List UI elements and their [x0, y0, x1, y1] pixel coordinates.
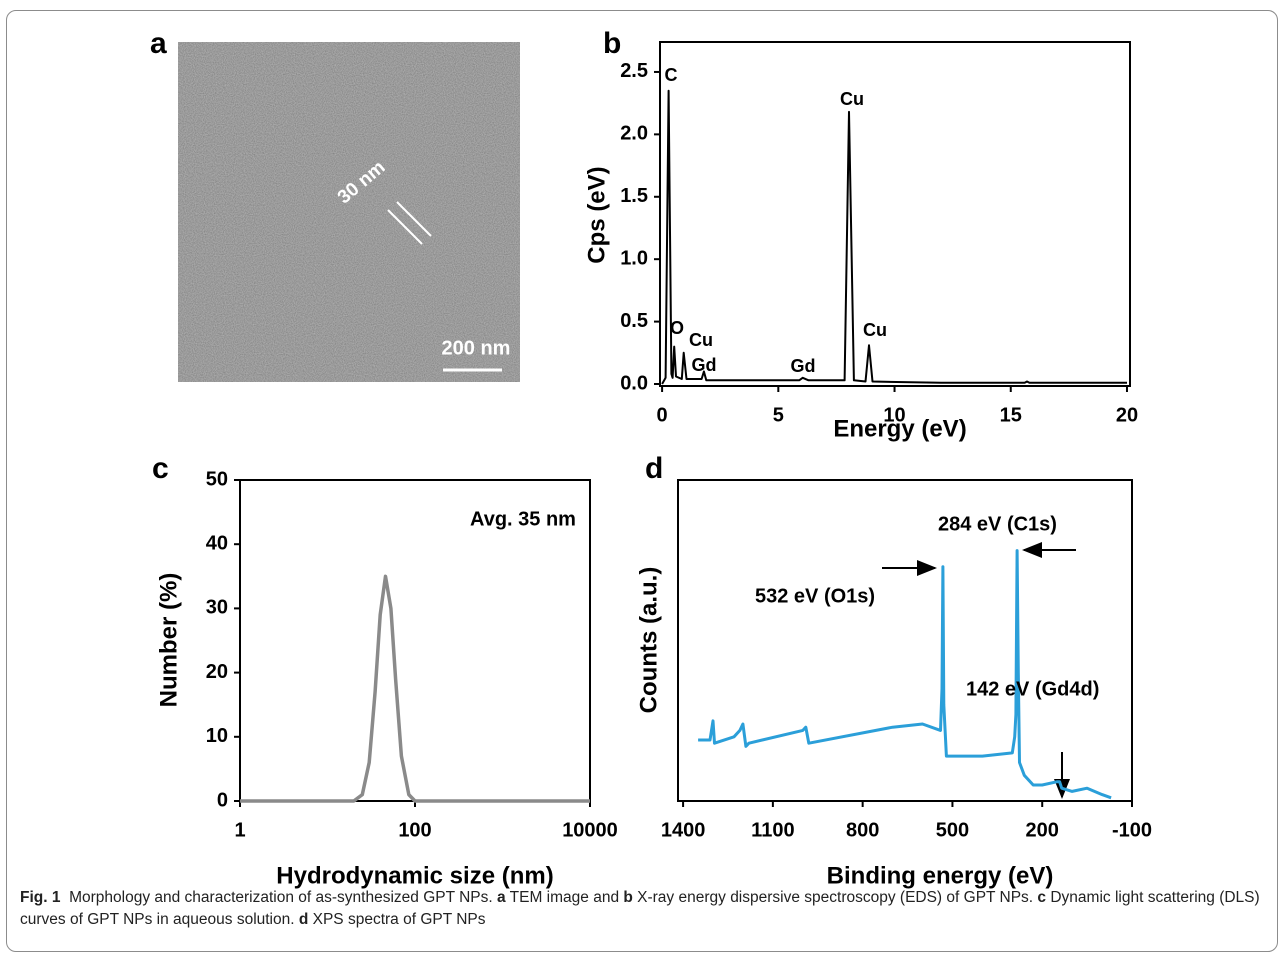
x-tick-label: 1	[234, 819, 245, 841]
y-axis-title: Counts (a.u.)	[635, 567, 662, 714]
annotation: Cu	[863, 320, 887, 340]
annotation: Avg. 35 nm	[470, 508, 576, 530]
annotation: O	[670, 318, 684, 338]
panel-letter: a	[150, 27, 167, 60]
y-tick-label: 0.0	[620, 372, 648, 394]
x-tick-label: 0	[657, 404, 668, 426]
panel-letter: c	[152, 452, 169, 485]
y-tick-label: 2.5	[620, 60, 648, 82]
annotation: 284 eV (C1s)	[938, 513, 1057, 535]
x-tick-label: 800	[846, 819, 879, 841]
x-tick-label: 100	[398, 819, 431, 841]
x-tick-label: 20	[1116, 404, 1138, 426]
y-tick-label: 2.0	[620, 123, 648, 145]
x-tick-label: 5	[773, 404, 784, 426]
plot-frame	[660, 42, 1130, 386]
x-axis-title: Hydrodynamic size (nm)	[276, 862, 553, 889]
caption-segment: X-ray energy dispersive spectroscopy (ED…	[633, 889, 1038, 906]
x-tick-label: 10000	[562, 819, 618, 841]
data-line	[662, 91, 1127, 384]
x-axis-title: Energy (eV)	[833, 415, 966, 442]
caption-segment: c	[1037, 889, 1046, 906]
annotation: 532 eV (O1s)	[755, 585, 875, 607]
annotation: 142 eV (Gd4d)	[966, 678, 1099, 700]
tem-image	[178, 42, 520, 382]
caption: Fig. 1 Morphology and characterization o…	[20, 887, 1270, 931]
x-tick-label: 500	[936, 819, 969, 841]
caption-segment: Fig. 1	[20, 889, 60, 906]
x-tick-label: 1100	[751, 819, 794, 841]
x-axis-title: Binding energy (eV)	[827, 862, 1054, 889]
y-tick-label: 50	[206, 468, 228, 490]
y-tick-label: 20	[206, 661, 228, 683]
annotation: Gd	[791, 356, 816, 376]
panel-letter: b	[603, 27, 621, 60]
y-axis-title: Cps (eV)	[583, 166, 610, 263]
x-tick-label: 1400	[661, 819, 706, 841]
panel-letter: d	[645, 452, 663, 485]
annotation: Cu	[840, 89, 864, 109]
plot-frame	[678, 480, 1132, 801]
figure: a 30 nm 200 nm 051015200.00.51.01.52.02.…	[0, 0, 1284, 958]
x-tick-label: 15	[1000, 404, 1022, 426]
caption-segment: XPS spectra of GPT NPs	[308, 911, 485, 928]
annotation: Gd	[692, 355, 717, 375]
data-line	[240, 576, 590, 801]
y-tick-label: 30	[206, 597, 228, 619]
annotation: C	[665, 65, 678, 85]
caption-segment: Morphology and characterization of as-sy…	[60, 889, 497, 906]
page: a 30 nm 200 nm 051015200.00.51.01.52.02.…	[0, 0, 1284, 958]
y-axis-title: Number (%)	[155, 573, 182, 708]
y-tick-label: 0	[217, 789, 228, 811]
caption-segment: a	[497, 889, 506, 906]
y-tick-label: 0.5	[620, 310, 648, 332]
y-tick-label: 10	[206, 725, 228, 747]
x-tick-label: 200	[1026, 819, 1059, 841]
caption-segment: TEM image and	[506, 889, 624, 906]
x-tick-label: -100	[1112, 819, 1152, 841]
scale-bar-label: 200 nm	[442, 337, 511, 359]
y-tick-label: 40	[206, 532, 228, 554]
annotation: Cu	[689, 330, 713, 350]
caption-segment: b	[623, 889, 632, 906]
caption-segment: d	[299, 911, 308, 928]
y-tick-label: 1.0	[620, 247, 648, 269]
y-tick-label: 1.5	[620, 185, 648, 207]
